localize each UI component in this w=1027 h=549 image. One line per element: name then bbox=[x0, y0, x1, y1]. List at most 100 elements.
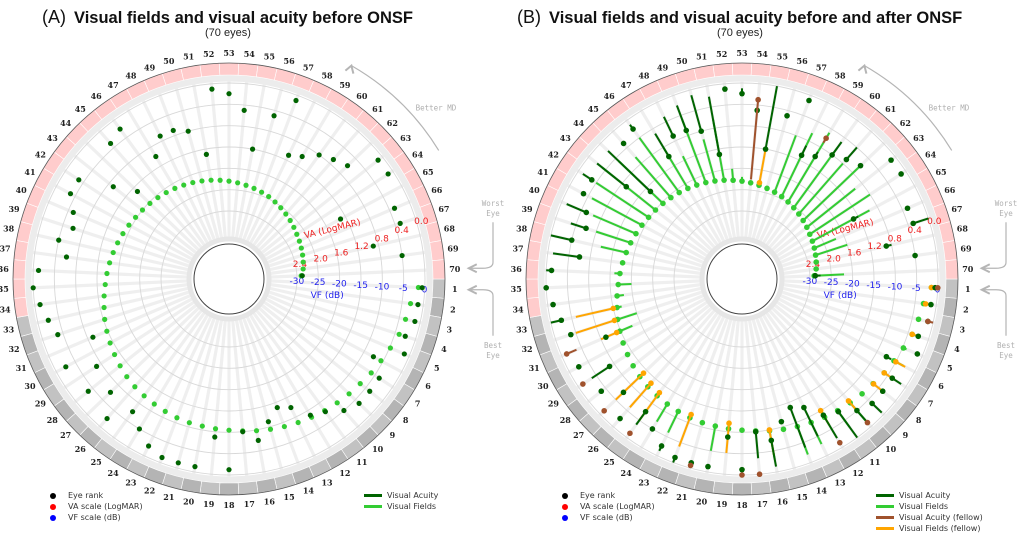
vf-point bbox=[296, 238, 303, 244]
vf-before-point bbox=[747, 180, 754, 186]
worst-eye-label: Eye bbox=[999, 209, 1013, 218]
vf-before-point bbox=[617, 270, 623, 277]
vf-point bbox=[299, 252, 306, 258]
arrowhead-icon bbox=[344, 63, 355, 74]
vf-tick-label: -5 bbox=[399, 284, 408, 294]
spoke bbox=[254, 127, 362, 250]
rank-label: 45 bbox=[588, 104, 599, 114]
vf-change-line bbox=[780, 132, 814, 198]
va-change-line bbox=[822, 414, 838, 439]
legend-item-visual-fields-fellow: Visual Fields (fellow) bbox=[876, 523, 983, 534]
va-before-point bbox=[724, 434, 731, 440]
panel-b-subtitle: (70 eyes) bbox=[717, 27, 763, 39]
rank-label: 38 bbox=[3, 224, 15, 234]
va-before-point bbox=[548, 267, 555, 274]
rank-label: 57 bbox=[303, 62, 314, 72]
vf-tick-label: 0 bbox=[935, 286, 941, 296]
vf-point bbox=[163, 189, 169, 196]
rank-label: 67 bbox=[951, 204, 962, 214]
va-before-point bbox=[915, 333, 922, 340]
hole-halo bbox=[699, 236, 785, 322]
arrowhead-icon bbox=[857, 63, 868, 74]
spoke bbox=[209, 319, 227, 479]
va-before-point bbox=[829, 152, 835, 158]
vf-fellow-before-point bbox=[640, 370, 647, 376]
vf-before-point bbox=[703, 179, 709, 186]
va-tick-label: 1.6 bbox=[334, 249, 349, 259]
va-change-line bbox=[802, 407, 819, 437]
rank-label: 32 bbox=[521, 344, 532, 354]
vf-point bbox=[346, 391, 352, 397]
rank-label: 23 bbox=[125, 478, 137, 488]
va-change-line bbox=[764, 85, 778, 150]
va-before-point bbox=[617, 415, 623, 422]
rank-label: 66 bbox=[944, 185, 956, 195]
va-point bbox=[375, 157, 381, 163]
va-before-point bbox=[843, 156, 850, 163]
va-point bbox=[415, 301, 421, 308]
va-before-point bbox=[698, 128, 705, 134]
va-before-point bbox=[883, 353, 890, 360]
legend-label: VF scale (dB) bbox=[68, 513, 121, 522]
rank-label: 1 bbox=[452, 284, 458, 294]
vf-change-line bbox=[595, 181, 650, 219]
va-point bbox=[203, 151, 209, 157]
spoke bbox=[125, 106, 210, 245]
va-point bbox=[63, 364, 69, 370]
rank-label: 50 bbox=[676, 56, 688, 66]
vf-point bbox=[300, 266, 306, 272]
legend-label: VA scale (LogMAR) bbox=[580, 502, 655, 511]
rank-label: 70 bbox=[449, 264, 461, 274]
vf-before-point bbox=[660, 200, 666, 207]
spoke bbox=[770, 306, 888, 419]
va-point bbox=[299, 273, 305, 279]
vf-before-point bbox=[712, 423, 719, 429]
rank-label: 28 bbox=[560, 415, 572, 425]
va-before-point bbox=[778, 418, 785, 425]
va-fellow-before-point bbox=[580, 381, 586, 387]
spoke bbox=[52, 182, 194, 261]
va-before-point bbox=[588, 177, 595, 183]
vf-point bbox=[243, 182, 249, 188]
rank-label: 15 bbox=[284, 492, 295, 502]
spoke bbox=[61, 300, 196, 391]
va-point bbox=[63, 254, 70, 260]
vf-point bbox=[132, 384, 138, 390]
panel-b-tag: (B) bbox=[517, 7, 541, 27]
va-before-point bbox=[762, 146, 769, 152]
spoke bbox=[191, 81, 224, 239]
rank-label: 2 bbox=[450, 304, 456, 314]
legend-label: Visual Fields bbox=[899, 502, 949, 511]
va-before-point bbox=[630, 126, 636, 132]
spoke bbox=[238, 85, 284, 240]
rank-label: 24 bbox=[108, 468, 120, 478]
band-segment bbox=[12, 259, 27, 280]
rank-label: 18 bbox=[736, 500, 748, 510]
vf-fellow-before-point bbox=[611, 317, 618, 324]
center-hole bbox=[193, 243, 265, 315]
va-fellow-before-point bbox=[823, 135, 829, 142]
rank-label: 46 bbox=[604, 91, 616, 101]
rank-label: 62 bbox=[900, 118, 911, 128]
va-change-line bbox=[690, 94, 703, 132]
better-md-label: Better MD bbox=[929, 103, 970, 112]
vf-point bbox=[357, 381, 363, 387]
worst-eye-arrow bbox=[981, 222, 1007, 269]
vf-fellow-before-point bbox=[817, 407, 824, 414]
rank-label: 16 bbox=[264, 496, 276, 506]
grid-circle bbox=[139, 189, 319, 369]
rank-label: 18 bbox=[223, 500, 235, 510]
vf-point bbox=[291, 224, 297, 230]
vf-point bbox=[378, 358, 384, 364]
vf-point bbox=[368, 370, 374, 376]
va-change-line bbox=[566, 203, 587, 214]
rank-label: 37 bbox=[512, 244, 523, 254]
rank-label: 68 bbox=[444, 224, 456, 234]
vf-point bbox=[115, 240, 121, 246]
legend-label: VF scale (dB) bbox=[580, 513, 633, 522]
rank-label: 40 bbox=[529, 185, 541, 195]
va-point bbox=[37, 301, 43, 308]
legend-item-visual-fields: Visual Fields bbox=[364, 501, 438, 512]
rank-label: 57 bbox=[816, 62, 827, 72]
rank-label: 1 bbox=[965, 284, 971, 294]
